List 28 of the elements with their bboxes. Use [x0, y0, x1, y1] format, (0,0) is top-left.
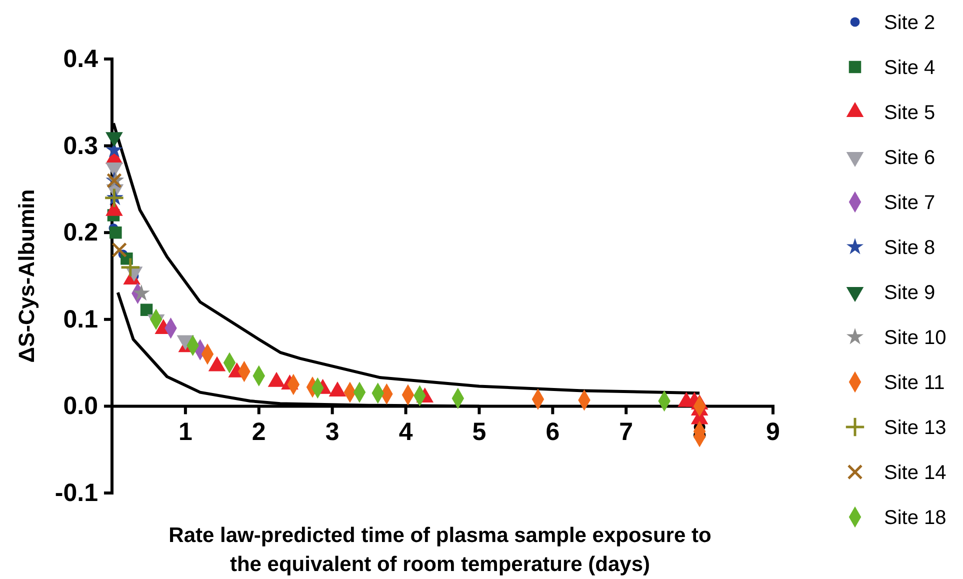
y-tick-label: 0.0 — [63, 392, 98, 420]
legend-label: Site 11 — [884, 372, 945, 394]
legend-label: Site 9 — [884, 282, 936, 304]
legend-label: Site 8 — [884, 237, 936, 259]
x-tick-label: 7 — [619, 418, 634, 446]
x-tick-label: 2 — [252, 418, 266, 446]
y-tick-label: -0.1 — [54, 479, 98, 507]
y-tick-label: 0.4 — [63, 45, 98, 73]
x-tick-label: 5 — [472, 418, 486, 446]
x-tick-label: 9 — [766, 418, 780, 446]
legend-label: Site 2 — [884, 12, 936, 34]
x-tick-label: 3 — [325, 418, 340, 446]
legend-label: Site 18 — [884, 507, 946, 529]
y-tick-label: 0.2 — [63, 218, 98, 247]
x-tick-label: 4 — [398, 418, 413, 446]
legend-label: Site 6 — [884, 147, 936, 169]
legend-label: Site 14 — [884, 462, 946, 484]
legend-label: Site 10 — [884, 327, 946, 349]
x-tick-label: 1 — [178, 418, 192, 446]
y-tick-label: 0.1 — [63, 305, 98, 334]
legend-label: Site 5 — [884, 102, 936, 124]
legend-label: Site 4 — [884, 57, 936, 79]
legend-label: Site 7 — [884, 192, 936, 214]
y-tick-label: 0.3 — [63, 132, 98, 160]
x-axis-title: Rate law-predicted time of plasma sample exposure to the equivalent of room temperature (days) — [168, 524, 712, 576]
legend-label: Site 13 — [884, 417, 946, 439]
x-tick-label: 6 — [546, 418, 560, 446]
y-axis-title: ΔS-Cys-Albumin — [14, 189, 39, 363]
